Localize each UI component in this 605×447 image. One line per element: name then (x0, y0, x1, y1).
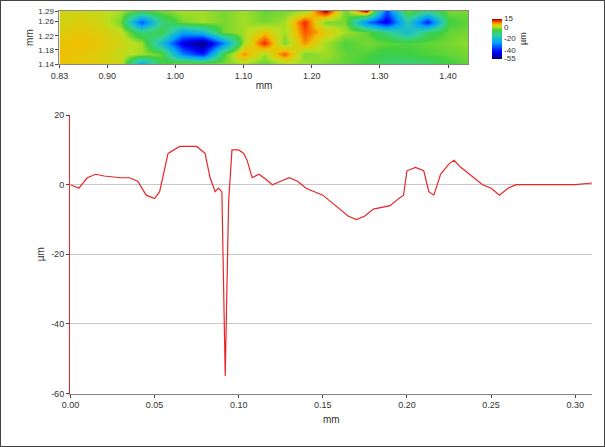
svg-text:-60: -60 (51, 389, 64, 399)
svg-text:1.10: 1.10 (235, 71, 253, 81)
svg-text:0.15: 0.15 (314, 400, 332, 410)
svg-text:0: 0 (59, 180, 64, 190)
svg-text:-20: -20 (504, 34, 516, 43)
svg-text:-55: -55 (504, 54, 516, 63)
svg-text:1.29: 1.29 (38, 7, 54, 16)
svg-text:0.00: 0.00 (62, 400, 80, 410)
svg-text:0: 0 (504, 23, 509, 32)
svg-text:-20: -20 (51, 249, 64, 259)
svg-text:15: 15 (504, 14, 513, 23)
svg-text:1.00: 1.00 (167, 71, 185, 81)
svg-text:µm: µm (35, 247, 46, 261)
svg-text:1.14: 1.14 (38, 60, 54, 69)
svg-text:mm: mm (24, 29, 35, 46)
svg-text:1.26: 1.26 (38, 17, 54, 26)
svg-text:0.10: 0.10 (230, 400, 248, 410)
svg-text:1.30: 1.30 (371, 71, 389, 81)
svg-text:20: 20 (54, 110, 64, 120)
svg-text:1.20: 1.20 (303, 71, 321, 81)
svg-text:0.05: 0.05 (146, 400, 164, 410)
svg-text:1.18: 1.18 (38, 46, 54, 55)
svg-text:0.83: 0.83 (51, 71, 69, 81)
svg-text:1.22: 1.22 (38, 32, 54, 41)
svg-text:0.25: 0.25 (482, 400, 500, 410)
svg-text:1.40: 1.40 (439, 71, 457, 81)
svg-text:0.30: 0.30 (566, 400, 584, 410)
svg-text:-40: -40 (504, 46, 516, 55)
svg-text:0.20: 0.20 (398, 400, 416, 410)
svg-text:µm: µm (518, 32, 528, 45)
svg-text:mm: mm (323, 414, 340, 425)
svg-text:0.90: 0.90 (98, 71, 116, 81)
svg-text:mm: mm (256, 80, 273, 91)
svg-text:-40: -40 (51, 319, 64, 329)
